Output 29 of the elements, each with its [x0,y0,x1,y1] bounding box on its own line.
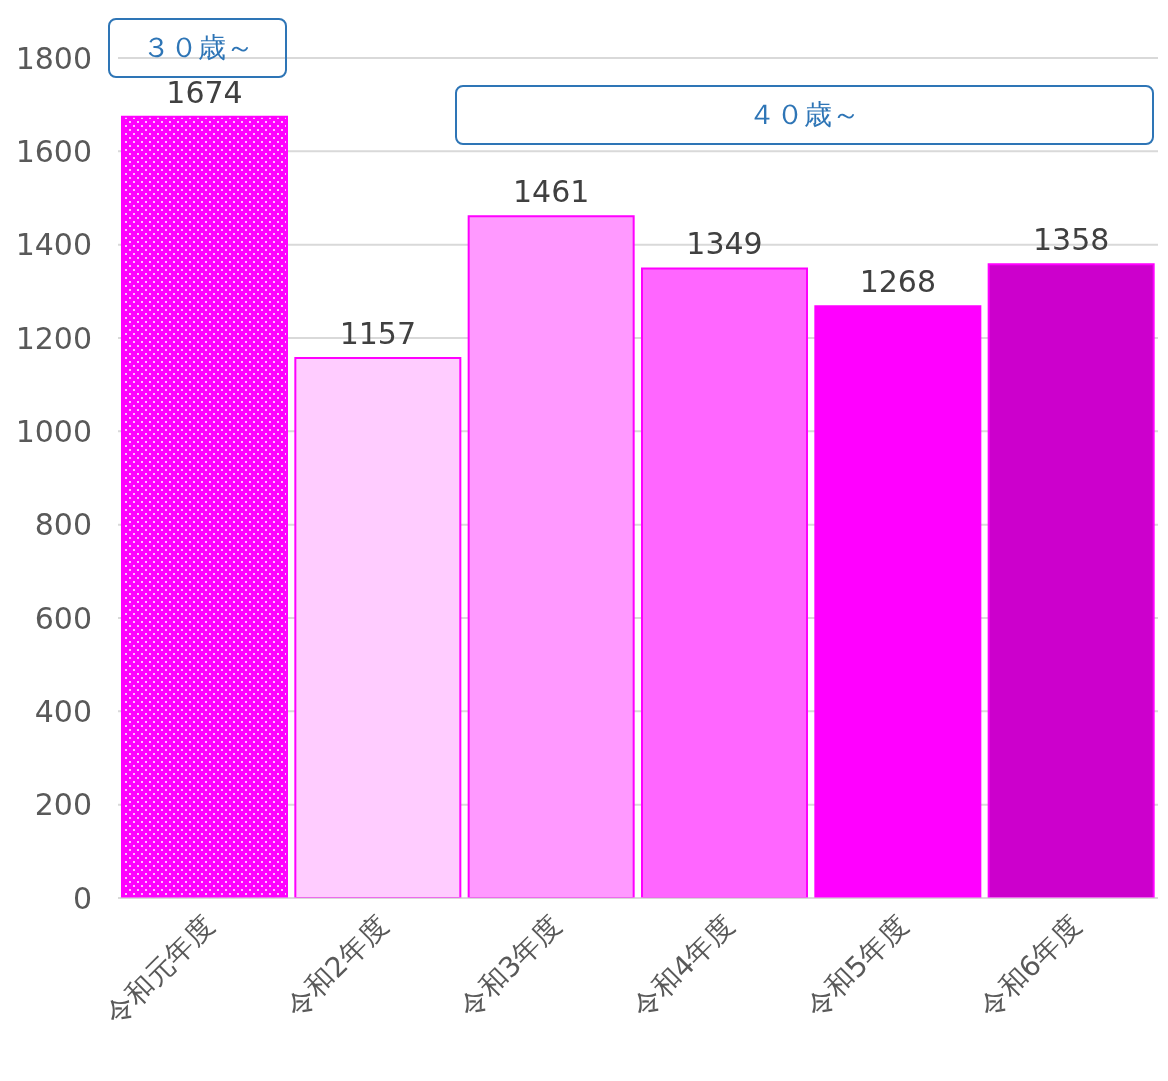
y-tick-label: 600 [34,600,92,636]
y-tick-label: 800 [34,507,92,543]
x-tick-label: 令和6年度 [972,908,1088,1025]
x-tick-label: 令和4年度 [625,908,741,1025]
bar [121,115,288,898]
y-tick-label: 1200 [15,320,92,356]
bar [641,267,808,898]
x-tick-label: 令和5年度 [799,908,915,1025]
y-tick-label: 200 [34,787,92,823]
x-tick-label: 令和元年度 [98,908,221,1032]
data-label: 1358 [1032,222,1110,258]
label-outline: ３０歳～ [108,18,288,78]
bar [814,305,982,898]
y-tick-label: 0 [72,880,92,916]
data-label: 1349 [686,226,763,262]
y-tick-label: 1400 [15,227,92,263]
data-label: 1461 [512,174,590,210]
y-tick-label: 1000 [15,413,92,449]
data-label: 1157 [339,316,417,352]
bar [987,263,1155,898]
bar [467,215,635,898]
label-outline: ４０歳～ [454,85,1154,145]
y-tick-label: 1600 [15,133,92,169]
bar [294,357,462,898]
x-tick-label: 令和3年度 [452,908,568,1025]
y-tick-label: 1800 [15,40,92,76]
x-tick-label: 令和2年度 [279,908,395,1025]
data-label: 1268 [859,264,937,300]
y-tick-label: 400 [34,693,92,729]
